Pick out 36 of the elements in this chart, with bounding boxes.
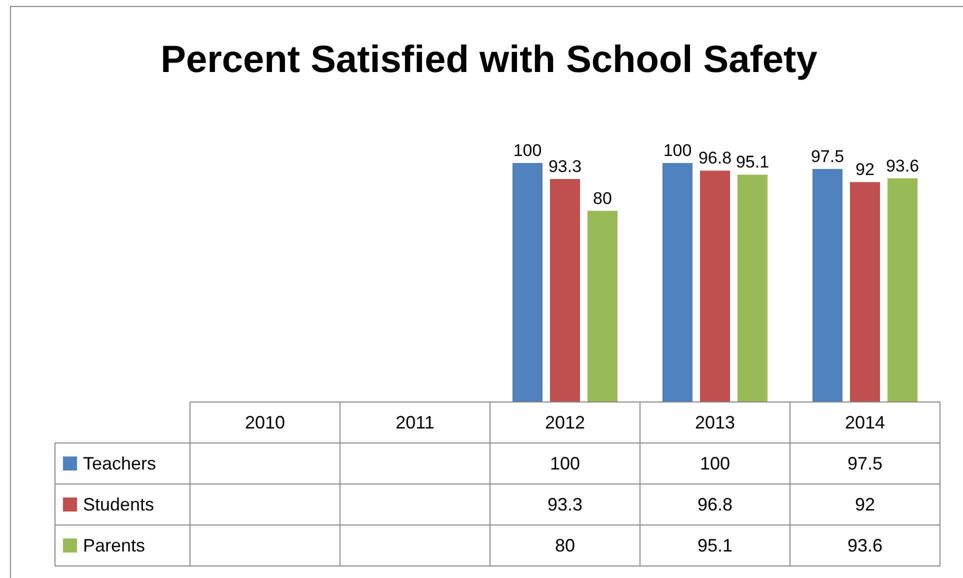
annotation: 80 <box>593 188 612 208</box>
annotation: 96.8 <box>698 148 732 168</box>
data-label: 93.3 <box>547 494 583 514</box>
bar <box>550 179 580 402</box>
data-label: 93.6 <box>847 536 883 556</box>
legend-label: Students <box>83 494 154 514</box>
legend-label: Teachers <box>83 454 156 474</box>
bar <box>588 210 618 402</box>
x-tick-label: 2013 <box>694 412 736 432</box>
bar <box>850 182 880 402</box>
data-label: 95.1 <box>697 536 733 556</box>
data-label: 80 <box>554 536 576 556</box>
x-tick-label: 2011 <box>396 412 434 432</box>
annotation: 92 <box>856 160 874 180</box>
annotation: 93.6 <box>886 156 920 176</box>
bar <box>662 163 692 402</box>
bar <box>738 174 768 402</box>
data-label: 97.5 <box>847 454 883 474</box>
text: 100 <box>513 141 542 160</box>
chart-title: Percent Satisfied with School Safety <box>160 39 818 81</box>
data-label: 92 <box>854 494 876 514</box>
annotation: 93.3 <box>548 157 582 176</box>
text: 100 <box>663 141 692 160</box>
data-label: 96.8 <box>697 494 733 514</box>
bar <box>812 168 842 402</box>
legend-label: Parents <box>83 536 146 556</box>
data-label: 100 <box>550 454 580 474</box>
x-tick-label: 2010 <box>244 412 286 432</box>
annotation: 97.5 <box>810 146 844 166</box>
data-label: 100 <box>700 454 730 474</box>
bar <box>888 178 918 402</box>
annotation: 95.1 <box>736 152 770 172</box>
bar <box>512 163 542 402</box>
bar <box>700 170 730 402</box>
x-tick-label: 2014 <box>844 412 886 432</box>
x-tick-label: 2012 <box>544 412 586 432</box>
